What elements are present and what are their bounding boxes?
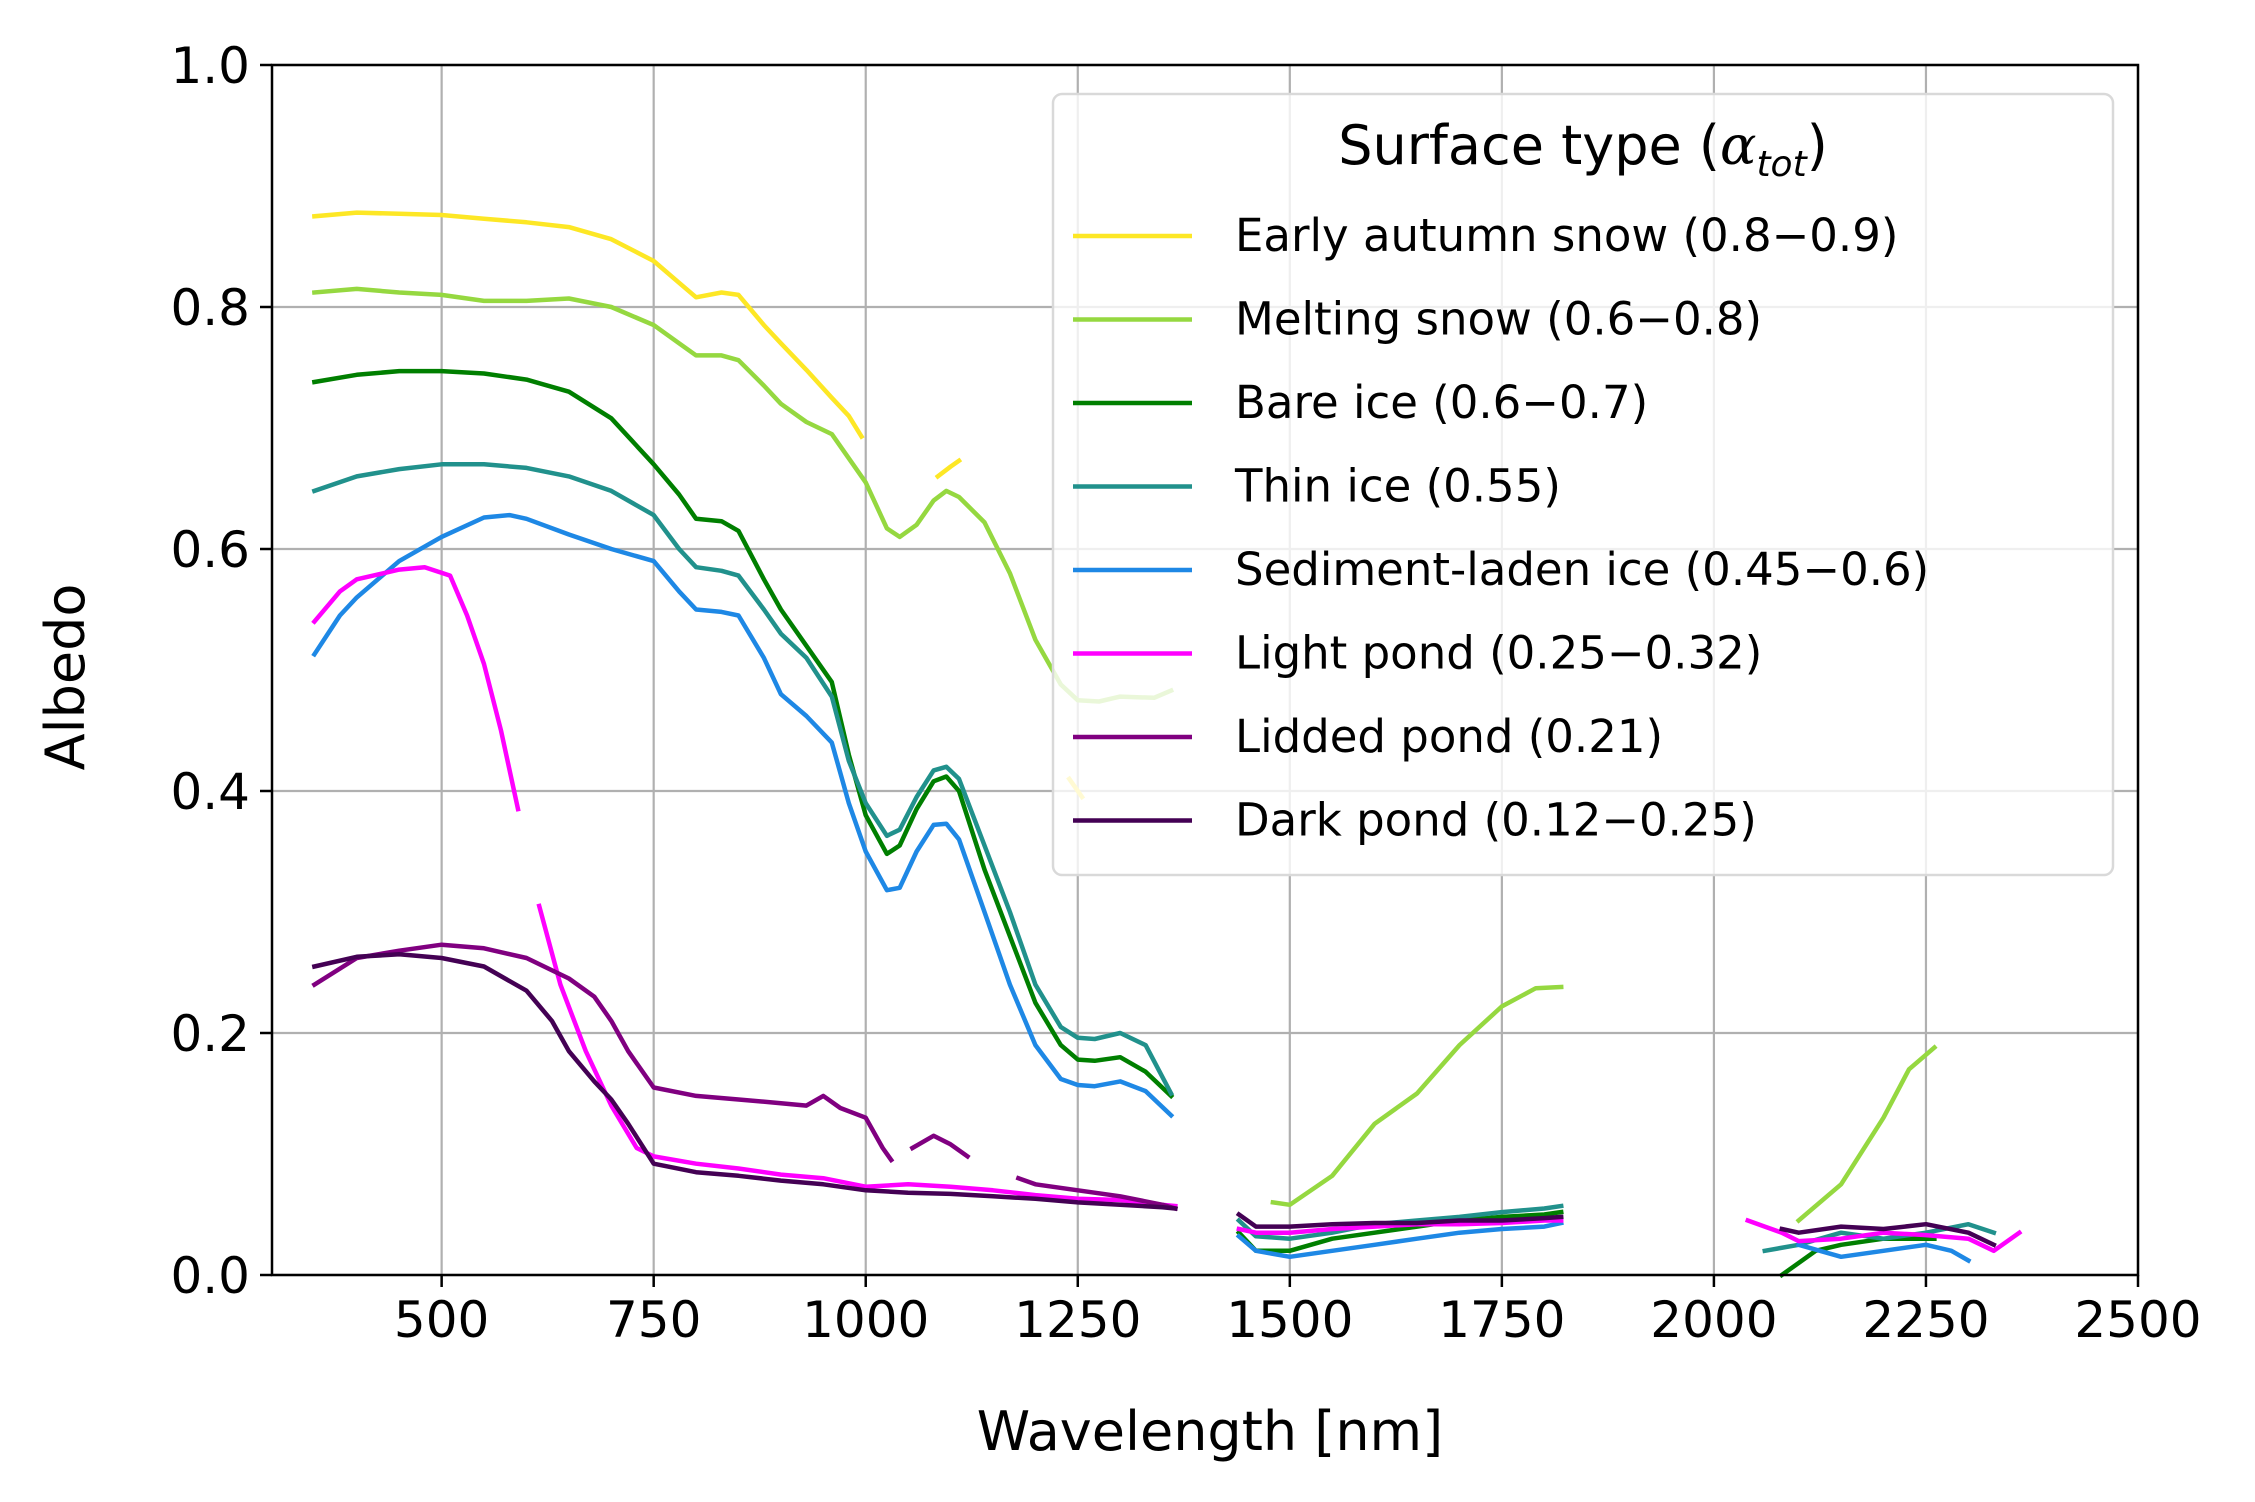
series-line [1744, 1217, 2023, 1254]
x-axis-label: Wavelength [nm] [977, 1400, 1443, 1463]
series-line [1235, 1209, 1564, 1254]
y-tick-label: 0.8 [170, 279, 250, 337]
x-tick-label: 500 [394, 1291, 489, 1349]
series-line [934, 457, 963, 480]
x-tick-label: 1750 [1438, 1291, 1565, 1349]
x-tick-label: 2000 [1650, 1291, 1777, 1349]
series-3 [311, 368, 1937, 1279]
series-line [311, 210, 865, 440]
legend-box [1051, 92, 2115, 877]
series-line [311, 512, 1175, 1119]
series-line [311, 462, 1175, 1097]
x-tick-label: 2250 [1862, 1291, 1989, 1349]
legend-title-symbol: α [1720, 114, 1756, 177]
series-line [1778, 1236, 1937, 1279]
y-tick-label: 0.0 [170, 1247, 250, 1305]
legend-label: Lidded pond (0.21) [1235, 710, 1663, 763]
legend-title-close: ) [1807, 114, 1828, 177]
series-8 [311, 952, 1997, 1248]
y-tick-label: 1.0 [170, 37, 250, 95]
series-line [1236, 1218, 1564, 1235]
x-tick-label: 1250 [1014, 1291, 1141, 1349]
series-line [311, 368, 1175, 1100]
y-axis-label: Albedo [34, 584, 97, 771]
x-tick-label: 1500 [1226, 1291, 1353, 1349]
series-line [536, 903, 1178, 1209]
series-line [311, 564, 521, 812]
legend-title: Surface type (αtot) [1338, 114, 1828, 185]
series-line [1235, 1211, 1564, 1229]
axis-ticks: 500 750 1000 1250 1500 1750 2000 2250 2500 0.0 0.2… [170, 37, 2201, 1349]
legend-label: Dark pond (0.12−0.25) [1235, 794, 1757, 847]
legend-label: Sediment-laden ice (0.45−0.6) [1235, 543, 1929, 596]
series-line [1270, 984, 1564, 1208]
y-tick-label: 0.4 [170, 763, 250, 821]
legend-title-main: Surface type ( [1338, 114, 1720, 177]
legend-label: Bare ice (0.6−0.7) [1235, 376, 1648, 429]
y-tick-label: 0.6 [170, 521, 250, 579]
series-line [1795, 1044, 1938, 1224]
legend-label: Early autumn snow (0.8−0.9) [1235, 209, 1898, 262]
series-line [311, 952, 1178, 1211]
series-line [1779, 1221, 1997, 1248]
legend-label: Melting snow (0.6−0.8) [1235, 293, 1762, 346]
legend-label: Thin ice (0.55) [1234, 460, 1561, 513]
y-tick-label: 0.2 [170, 1005, 250, 1063]
x-tick-label: 2500 [2074, 1291, 2201, 1349]
legend-label: Light pond (0.25−0.32) [1235, 627, 1762, 680]
legend-entries: Early autumn snow (0.8−0.9) Melting snow … [1073, 209, 1929, 847]
x-tick-label: 1000 [802, 1291, 929, 1349]
series-line [909, 1133, 971, 1160]
plot-frame [270, 63, 2140, 1277]
series-6 [311, 564, 2023, 1254]
legend: Surface type (αtot) Early autumn snow (0… [1051, 92, 2115, 877]
series-line [1795, 1242, 1972, 1264]
series-line [311, 942, 895, 1164]
series-5 [311, 512, 1972, 1264]
legend-title-subscript: tot [1756, 144, 1808, 185]
series-line [1235, 1220, 1564, 1260]
x-tick-label: 750 [606, 1291, 701, 1349]
